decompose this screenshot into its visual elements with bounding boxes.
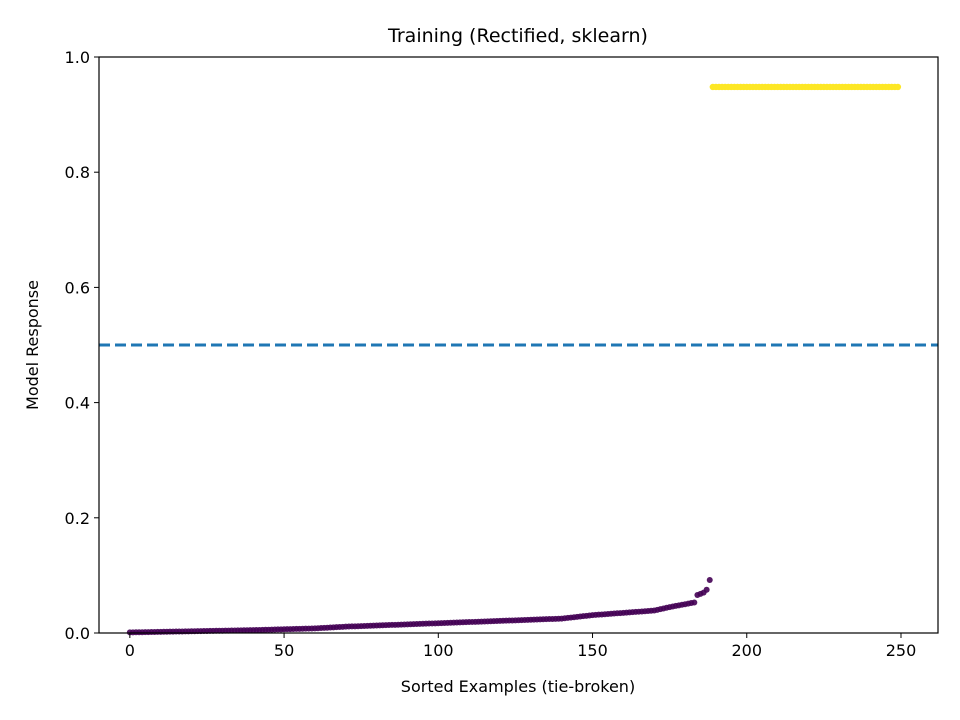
data-point-class-1 xyxy=(894,83,902,91)
x-tick-label: 50 xyxy=(274,641,294,660)
data-point-class-0 xyxy=(706,577,713,584)
chart-title: Training (Rectified, sklearn) xyxy=(387,25,648,47)
y-tick-label: 0.0 xyxy=(65,624,90,643)
y-tick-label: 0.6 xyxy=(65,278,90,297)
x-tick-label: 150 xyxy=(577,641,608,660)
y-tick-label: 1.0 xyxy=(65,48,90,67)
data-point-class-0 xyxy=(691,599,698,606)
x-tick-label: 0 xyxy=(125,641,135,660)
y-axis-label: Model Response xyxy=(23,280,42,410)
y-tick-label: 0.8 xyxy=(65,163,90,182)
plot-area: 0 50 100 150 200 250 0.0 0.2 0.4 0.6 0.8 1.0 xyxy=(65,48,939,660)
x-tick-label: 250 xyxy=(886,641,917,660)
y-tick-label: 0.2 xyxy=(65,509,90,528)
data-point-class-0 xyxy=(703,586,710,593)
x-tick-label: 100 xyxy=(423,641,454,660)
x-axis-label: Sorted Examples (tie-broken) xyxy=(401,677,635,696)
y-tick-label: 0.4 xyxy=(65,394,90,413)
axes-frame xyxy=(98,56,939,634)
x-tick-label: 200 xyxy=(731,641,762,660)
